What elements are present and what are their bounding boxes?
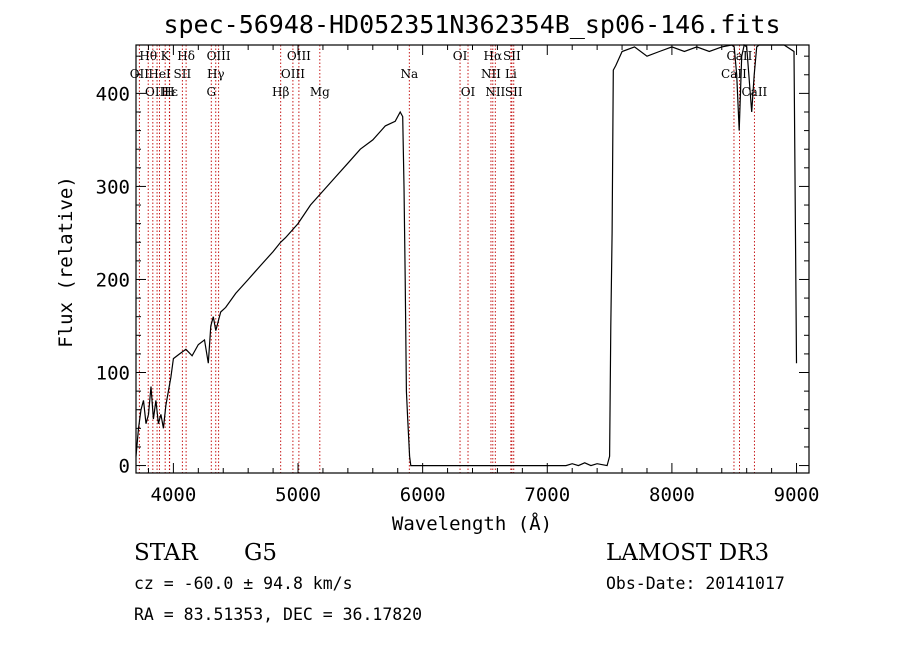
emission-line-label: CaII: [741, 85, 767, 99]
spectrum-line: [135, 43, 798, 467]
x-tick-label: 8000: [649, 484, 695, 506]
emission-line-label: Hα: [484, 49, 503, 63]
emission-line-label: Hθ: [139, 49, 157, 63]
x-tick-label: 5000: [275, 484, 321, 506]
emission-line-label: Li: [505, 67, 517, 81]
emission-line-label: SII: [174, 67, 192, 81]
plot-frame: [135, 44, 810, 474]
emission-line-label: NII: [485, 85, 505, 99]
emission-line-label: OI: [461, 85, 476, 99]
y-tick-label: 0: [119, 456, 130, 478]
x-tick-label: 4000: [151, 484, 197, 506]
emission-line-label: Hε: [161, 85, 178, 99]
emission-line-label: G: [206, 85, 216, 99]
emission-line-label: H: [164, 85, 174, 99]
emission-line-label: OIII: [145, 85, 169, 99]
emission-line-label: CaII: [721, 67, 747, 81]
emission-line-label: Na: [400, 67, 418, 81]
emission-line-markers: [138, 45, 755, 473]
emission-line-label: OIII: [287, 49, 311, 63]
obs-date: Obs-Date: 20141017: [606, 574, 785, 593]
x-axis-ticks: 4000 5000 6000 7000 8000 9000: [147, 45, 820, 506]
emission-line-label: K: [161, 49, 171, 63]
emission-line-label: Hδ: [177, 49, 195, 63]
y-axis-label: Flux (relative): [55, 176, 77, 348]
y-tick-label: 300: [96, 176, 130, 198]
x-axis-label: Wavelength (Å): [392, 512, 552, 535]
x-tick-label: 9000: [774, 484, 820, 506]
emission-line-label: NII: [481, 67, 501, 81]
object-class: STAR: [134, 540, 198, 566]
emission-line-label: SII: [503, 49, 521, 63]
x-tick-label: 7000: [524, 484, 570, 506]
survey-name: LAMOST DR3: [606, 540, 769, 566]
emission-line-label: HeI: [148, 67, 171, 81]
emission-line-label: CaII: [727, 49, 753, 63]
emission-line-label: OIII: [281, 67, 305, 81]
y-tick-label: 400: [96, 83, 130, 105]
y-axis-ticks: 0 100 200 300 400: [96, 55, 809, 478]
x-tick-label: 6000: [400, 484, 446, 506]
emission-line-label: OI: [453, 49, 468, 63]
emission-line-label: SII: [505, 85, 523, 99]
y-tick-label: 100: [96, 363, 130, 385]
object-subclass: G5: [244, 540, 277, 566]
coordinates: RA = 83.51353, DEC = 36.17820: [134, 605, 422, 624]
emission-line-label: OII: [130, 67, 150, 81]
chart-title: spec-56948-HD052351N362354B_sp06-146.fit…: [163, 10, 780, 39]
emission-line-label: Hβ: [272, 85, 289, 99]
emission-line-label: Mg: [310, 85, 330, 99]
emission-line-label: Hγ: [207, 67, 225, 81]
redshift-cz: cz = -60.0 ± 94.8 km/s: [134, 574, 353, 593]
emission-line-label: OIII: [207, 49, 231, 63]
y-tick-label: 200: [96, 269, 130, 291]
